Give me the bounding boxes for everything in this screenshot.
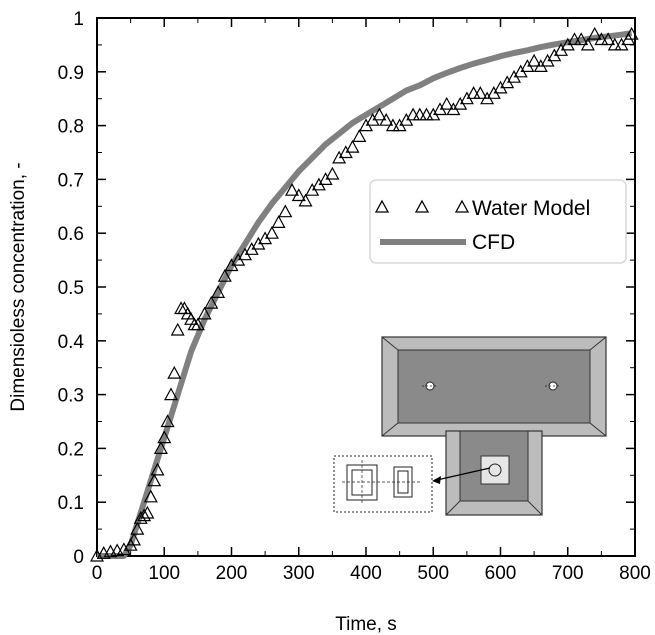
water-model-point bbox=[130, 521, 145, 535]
x-tick-label: 200 bbox=[216, 563, 248, 584]
water-model-series bbox=[89, 26, 639, 562]
water-model-point bbox=[137, 508, 152, 522]
water-model-point bbox=[385, 118, 400, 132]
legend-label-cfd: CFD bbox=[472, 231, 515, 254]
water-model-point bbox=[204, 295, 219, 309]
legend: Water Model CFD bbox=[369, 179, 627, 264]
water-model-point bbox=[147, 473, 162, 487]
y-tick-label: 0.3 bbox=[58, 386, 84, 407]
water-model-point bbox=[89, 548, 105, 562]
water-model-point bbox=[587, 26, 602, 40]
water-model-point bbox=[143, 489, 158, 503]
water-model-point bbox=[116, 542, 131, 556]
x-tick-label: 100 bbox=[148, 563, 180, 584]
water-model-point bbox=[466, 86, 481, 99]
y-tick-label: 0.7 bbox=[58, 170, 84, 191]
water-model-point bbox=[140, 505, 155, 519]
x-tick-label: 800 bbox=[619, 563, 651, 584]
water-model-point bbox=[126, 532, 142, 546]
water-model-point bbox=[473, 86, 488, 99]
water-model-point bbox=[379, 112, 394, 126]
water-model-point bbox=[412, 107, 427, 121]
water-model-point bbox=[580, 37, 595, 51]
y-tick-label: 0.2 bbox=[58, 439, 84, 460]
legend-triangle-marker bbox=[414, 199, 430, 213]
y-tick-label: 0.6 bbox=[58, 224, 84, 245]
legend-triangle-marker bbox=[454, 199, 470, 213]
water-model-point bbox=[163, 387, 179, 401]
water-model-point bbox=[160, 414, 175, 428]
x-tick-label: 400 bbox=[350, 563, 382, 584]
x-tick-label: 500 bbox=[417, 563, 449, 584]
legend-water-model-markers bbox=[374, 199, 470, 213]
x-tick-label: 300 bbox=[283, 563, 315, 584]
water-model-point bbox=[601, 32, 616, 46]
legend-label-water-model: Water Model bbox=[472, 197, 590, 220]
water-model-point bbox=[153, 441, 168, 454]
y-axis-title: Dimensioless concentration, - bbox=[8, 162, 29, 411]
water-model-point bbox=[278, 204, 293, 218]
water-model-point bbox=[574, 32, 589, 46]
x-tick-label: 600 bbox=[485, 563, 517, 584]
y-tick-label: 0.4 bbox=[58, 332, 85, 353]
water-model-point bbox=[345, 139, 360, 153]
water-model-point bbox=[419, 107, 434, 121]
y-tick-label: 0.9 bbox=[58, 63, 84, 84]
x-axis-title: Time, s bbox=[335, 614, 397, 635]
water-model-point bbox=[284, 182, 300, 196]
water-model-point bbox=[527, 53, 542, 67]
water-model-point bbox=[325, 166, 340, 180]
water-model-point bbox=[567, 32, 582, 46]
y-tick-label: 0.5 bbox=[58, 278, 84, 299]
legend-triangle-marker bbox=[374, 199, 390, 213]
water-model-point bbox=[190, 317, 205, 331]
water-model-point bbox=[264, 225, 279, 239]
water-model-point bbox=[607, 37, 622, 51]
x-tick-label: 700 bbox=[552, 563, 584, 584]
water-model-point bbox=[170, 322, 185, 336]
water-model-point bbox=[439, 96, 454, 110]
y-tick-label: 0.1 bbox=[58, 493, 84, 514]
tundish-schematic-inset bbox=[333, 336, 607, 516]
water-model-point bbox=[406, 107, 421, 121]
water-model-point bbox=[167, 365, 182, 379]
water-model-point bbox=[211, 285, 226, 298]
water-model-point bbox=[372, 107, 387, 121]
y-tick-label: 1 bbox=[73, 9, 84, 30]
water-model-point bbox=[298, 193, 313, 207]
water-model-point bbox=[150, 462, 165, 476]
water-model-point bbox=[271, 215, 286, 228]
water-model-point bbox=[197, 306, 212, 320]
water-model-point bbox=[352, 129, 367, 142]
water-model-point bbox=[291, 188, 306, 202]
water-model-point bbox=[594, 32, 609, 46]
water-model-point bbox=[217, 268, 232, 282]
x-axis-tick-labels: 0 100 200 300 400 500 600 700 800 bbox=[92, 563, 651, 584]
water-model-point bbox=[624, 26, 639, 40]
water-model-point bbox=[157, 430, 172, 444]
y-tick-label: 0 bbox=[73, 547, 84, 568]
y-axis-tick-labels: 0 0.1 0.2 0.3 0.4 0.5 0.6 0.7 0.8 0.9 1 bbox=[58, 9, 85, 568]
x-tick-label: 0 bbox=[92, 563, 103, 584]
y-tick-label: 0.8 bbox=[58, 117, 84, 138]
